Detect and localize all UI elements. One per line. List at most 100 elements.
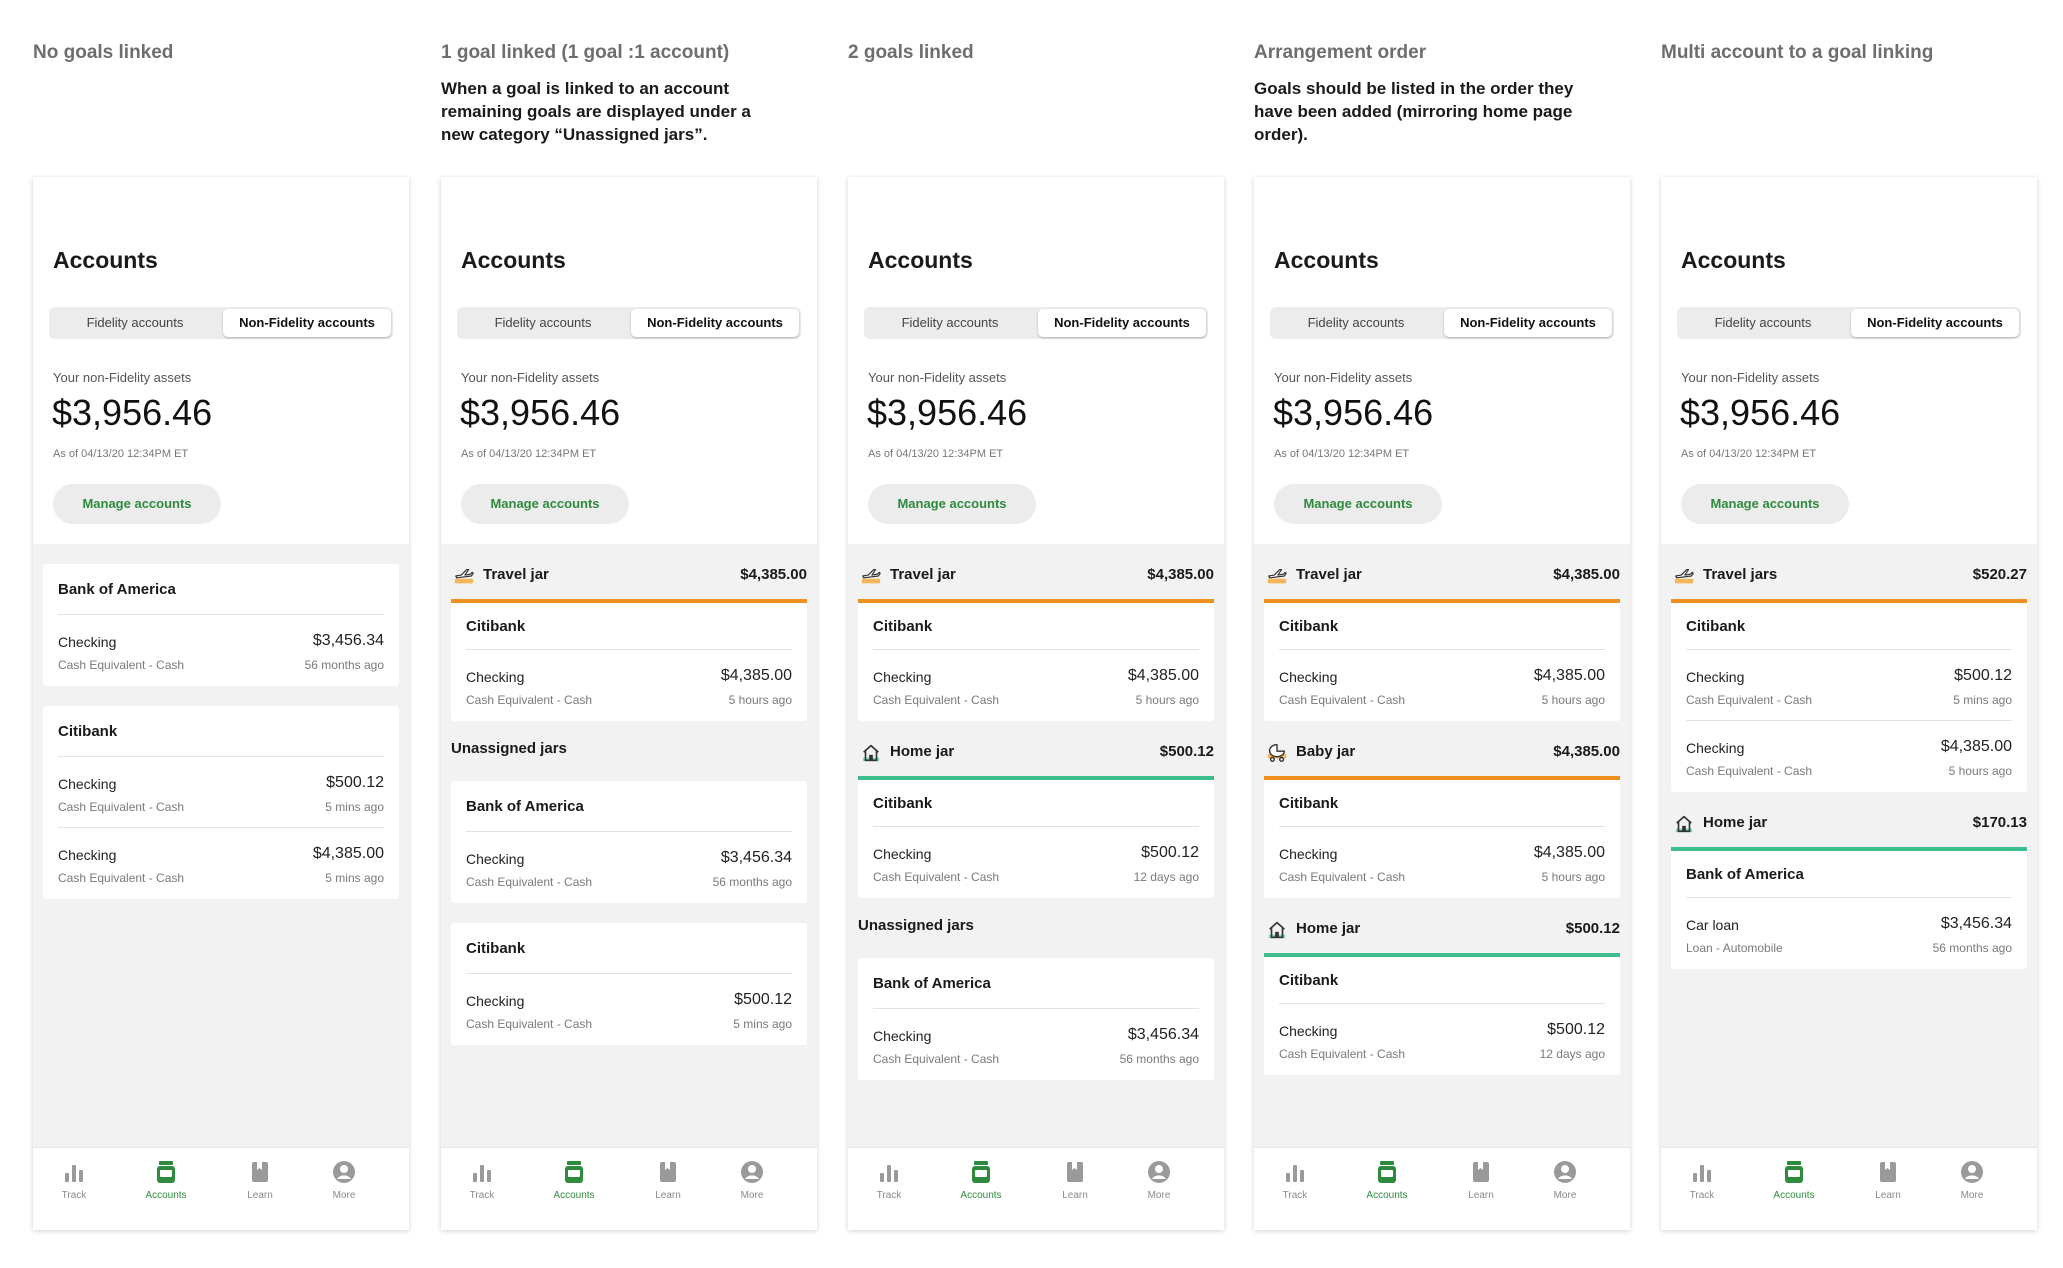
bank-card: Citibank Checking Cash Equivalent - Cash… bbox=[1264, 953, 1620, 1075]
manage-accounts-button[interactable]: Manage accounts bbox=[868, 484, 1036, 524]
account-balance: $4,385.00 bbox=[1940, 738, 2012, 755]
jar-icon bbox=[946, 1158, 1016, 1186]
bank-card: Citibank Checking Cash Equivalent - Cash… bbox=[858, 599, 1214, 721]
bank-card: Citibank Checking Cash Equivalent - Cash… bbox=[1264, 599, 1620, 721]
nav-learn[interactable]: Learn bbox=[633, 1158, 703, 1201]
account-row[interactable]: Checking Cash Equivalent - Cash $4,385.0… bbox=[1279, 827, 1605, 898]
nav-more[interactable]: More bbox=[1124, 1158, 1194, 1201]
jar-header-travel[interactable]: Travel jar $4,385.00 bbox=[1264, 552, 1620, 599]
nav-track[interactable]: Track bbox=[39, 1158, 109, 1201]
jar-header-home[interactable]: Home jar $170.13 bbox=[1671, 800, 2027, 847]
jar-name: Travel jar bbox=[890, 566, 956, 583]
nav-track[interactable]: Track bbox=[1667, 1158, 1737, 1201]
account-row[interactable]: Checking Cash Equivalent - Cash $500.12 … bbox=[1686, 650, 2012, 721]
tab-fidelity-accounts[interactable]: Fidelity accounts bbox=[1714, 315, 1812, 330]
account-row[interactable]: Checking Cash Equivalent - Cash $3,456.3… bbox=[58, 615, 384, 686]
jar-header-baby[interactable]: Baby jar $4,385.00 bbox=[1264, 729, 1620, 776]
nav-more[interactable]: More bbox=[309, 1158, 379, 1201]
bottom-nav: Track Accounts Learn More bbox=[33, 1147, 409, 1230]
jar-amount: $4,385.00 bbox=[740, 566, 807, 583]
nav-accounts[interactable]: Accounts bbox=[1759, 1158, 1829, 1201]
nav-accounts[interactable]: Accounts bbox=[131, 1158, 201, 1201]
account-row[interactable]: Checking Cash Equivalent - Cash $4,385.0… bbox=[1686, 721, 2012, 792]
account-updated: 5 mins ago bbox=[325, 800, 384, 814]
account-row[interactable]: Checking Cash Equivalent - Cash $4,385.0… bbox=[1279, 650, 1605, 721]
account-name: Checking bbox=[1686, 669, 1745, 685]
jar-header-travel[interactable]: Travel jars $520.27 bbox=[1671, 552, 2027, 599]
jar-header-home[interactable]: Home jar $500.12 bbox=[858, 729, 1214, 776]
nav-track[interactable]: Track bbox=[854, 1158, 924, 1201]
account-row[interactable]: Checking Cash Equivalent - Cash $3,456.3… bbox=[873, 1009, 1199, 1080]
nav-label: Track bbox=[61, 1190, 87, 1201]
account-updated: 56 months ago bbox=[1119, 1052, 1199, 1066]
assets-label: Your non-Fidelity assets bbox=[1274, 370, 1413, 385]
account-row[interactable]: Checking Cash Equivalent - Cash $4,385.0… bbox=[466, 650, 792, 721]
account-type: Cash Equivalent - Cash bbox=[58, 658, 185, 672]
book-icon bbox=[225, 1158, 295, 1186]
jar-name: Home jar bbox=[1296, 920, 1361, 937]
account-updated: 5 hours ago bbox=[1135, 693, 1199, 707]
tab-fidelity-accounts[interactable]: Fidelity accounts bbox=[1307, 315, 1405, 330]
nav-learn[interactable]: Learn bbox=[1446, 1158, 1516, 1201]
accounts-header: Accounts Fidelity accounts Non-Fidelity … bbox=[33, 177, 409, 544]
account-row[interactable]: Checking Cash Equivalent - Cash $500.12 … bbox=[466, 974, 792, 1045]
nav-track[interactable]: Track bbox=[447, 1158, 517, 1201]
account-row[interactable]: Checking Cash Equivalent - Cash $500.12 … bbox=[58, 757, 384, 828]
nav-learn[interactable]: Learn bbox=[1040, 1158, 1110, 1201]
account-type-toggle: Fidelity accounts Non-Fidelity accounts bbox=[49, 307, 393, 339]
account-row[interactable]: Checking Cash Equivalent - Cash $500.12 … bbox=[873, 827, 1199, 898]
account-updated: 12 days ago bbox=[1539, 1047, 1605, 1061]
tab-non-fidelity-accounts[interactable]: Non-Fidelity accounts bbox=[223, 309, 391, 337]
page-title: Accounts bbox=[53, 247, 158, 273]
jar-header-travel[interactable]: Travel jar $4,385.00 bbox=[858, 552, 1214, 599]
bank-name: Bank of America bbox=[873, 958, 1199, 1009]
assets-total: $3,956.46 bbox=[460, 392, 621, 433]
bank-name: Citibank bbox=[1279, 780, 1605, 827]
nav-learn[interactable]: Learn bbox=[1853, 1158, 1923, 1201]
account-name: Checking bbox=[58, 634, 117, 650]
nav-label: Learn bbox=[1062, 1190, 1088, 1201]
nav-more[interactable]: More bbox=[1530, 1158, 1600, 1201]
tab-non-fidelity-accounts[interactable]: Non-Fidelity accounts bbox=[1851, 309, 2019, 337]
account-row[interactable]: Car loan Loan - Automobile $3,456.34 56 … bbox=[1686, 898, 2012, 969]
tab-non-fidelity-accounts[interactable]: Non-Fidelity accounts bbox=[631, 309, 799, 337]
nav-more[interactable]: More bbox=[717, 1158, 787, 1201]
bank-name: Bank of America bbox=[466, 781, 792, 832]
nav-accounts[interactable]: Accounts bbox=[539, 1158, 609, 1201]
nav-learn[interactable]: Learn bbox=[225, 1158, 295, 1201]
manage-accounts-button[interactable]: Manage accounts bbox=[53, 484, 221, 524]
account-name: Checking bbox=[466, 851, 525, 867]
profile-icon bbox=[309, 1158, 379, 1186]
nav-track[interactable]: Track bbox=[1260, 1158, 1330, 1201]
account-updated: 56 months ago bbox=[304, 658, 384, 672]
jar-icon bbox=[131, 1158, 201, 1186]
nav-accounts[interactable]: Accounts bbox=[1352, 1158, 1422, 1201]
accounts-header: Accounts Fidelity accounts Non-Fidelity … bbox=[1254, 177, 1630, 544]
tab-fidelity-accounts[interactable]: Fidelity accounts bbox=[901, 315, 999, 330]
account-row[interactable]: Checking Cash Equivalent - Cash $500.12 … bbox=[1279, 1004, 1605, 1075]
jar-name: Travel jars bbox=[1703, 566, 1778, 583]
nav-more[interactable]: More bbox=[1937, 1158, 2007, 1201]
variant-column: Multi account to a goal linking Accounts… bbox=[1661, 0, 2037, 1268]
airplane-icon bbox=[454, 568, 474, 584]
phone-screen: Accounts Fidelity accounts Non-Fidelity … bbox=[33, 177, 409, 1230]
tab-fidelity-accounts[interactable]: Fidelity accounts bbox=[494, 315, 592, 330]
account-row[interactable]: Checking Cash Equivalent - Cash $4,385.0… bbox=[58, 828, 384, 899]
tab-fidelity-accounts[interactable]: Fidelity accounts bbox=[86, 315, 184, 330]
jar-header-home[interactable]: Home jar $500.12 bbox=[1264, 906, 1620, 953]
manage-accounts-button[interactable]: Manage accounts bbox=[1681, 484, 1849, 524]
tab-non-fidelity-accounts[interactable]: Non-Fidelity accounts bbox=[1444, 309, 1612, 337]
account-row[interactable]: Checking Cash Equivalent - Cash $4,385.0… bbox=[873, 650, 1199, 721]
nav-accounts[interactable]: Accounts bbox=[946, 1158, 1016, 1201]
phone-screen: Accounts Fidelity accounts Non-Fidelity … bbox=[1661, 177, 2037, 1230]
nav-label: Track bbox=[876, 1190, 902, 1201]
bar-chart-icon bbox=[447, 1158, 517, 1186]
tab-non-fidelity-accounts[interactable]: Non-Fidelity accounts bbox=[1038, 309, 1206, 337]
account-list: Travel jar $4,385.00 Citibank Checking C… bbox=[441, 544, 817, 1147]
jar-header-travel[interactable]: Travel jar $4,385.00 bbox=[451, 552, 807, 599]
manage-accounts-button[interactable]: Manage accounts bbox=[461, 484, 629, 524]
manage-accounts-button[interactable]: Manage accounts bbox=[1274, 484, 1442, 524]
account-type-toggle: Fidelity accounts Non-Fidelity accounts bbox=[1270, 307, 1614, 339]
account-name: Checking bbox=[1279, 669, 1338, 685]
account-row[interactable]: Checking Cash Equivalent - Cash $3,456.3… bbox=[466, 832, 792, 903]
